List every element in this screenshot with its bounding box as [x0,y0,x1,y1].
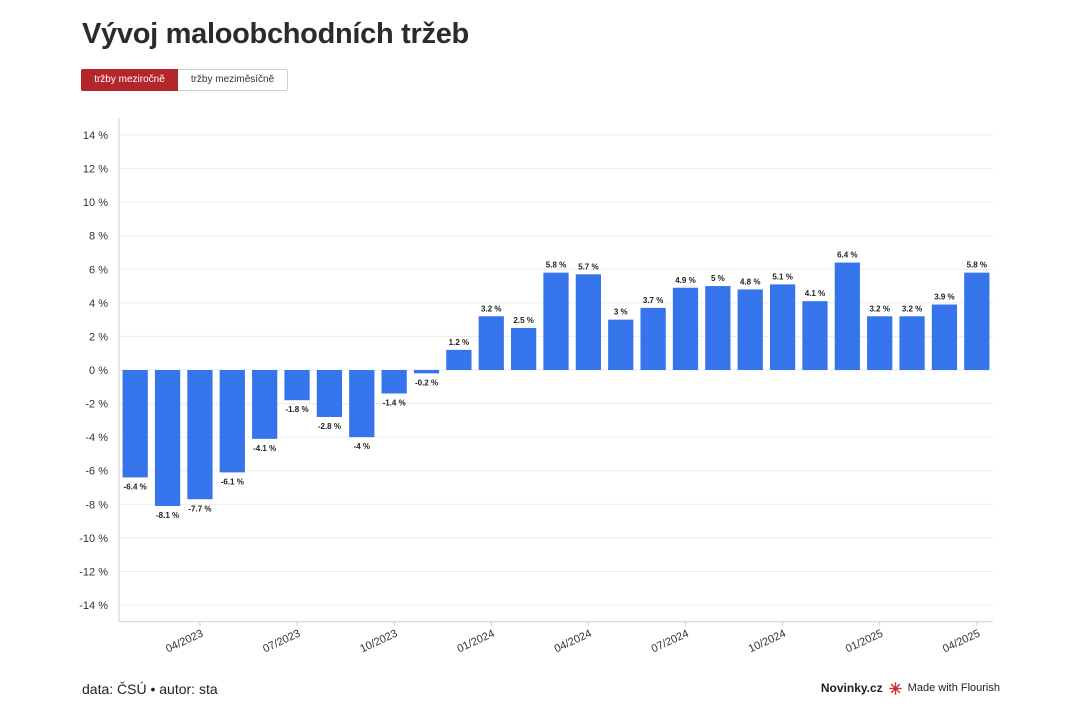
x-tick-label: 10/2024 [747,628,788,656]
x-tick-label: 04/2024 [553,628,594,656]
data-label: 4.8 % [740,277,760,286]
data-label: 5.8 % [967,261,987,270]
bar [737,289,763,370]
bar [478,316,504,370]
bar [575,274,601,370]
data-label: -8.1 % [156,511,179,520]
y-tick-label: 4 % [89,298,108,310]
toggle-yoy-button[interactable]: tržby meziročně [81,69,178,91]
bar [640,307,666,370]
bar [219,370,245,473]
y-tick-label: 0 % [89,365,108,377]
y-tick-label: 2 % [89,331,108,343]
data-label: 3.2 % [869,304,889,313]
y-tick-label: 10 % [83,197,108,209]
x-tick-label: 10/2023 [358,628,399,656]
data-label: -6.4 % [124,482,147,491]
made-with-flourish-link[interactable]: Made with Flourish [907,682,1000,694]
chart-title: Vývoj maloobchodních tržeb [82,18,469,50]
data-label: -2.8 % [318,422,341,431]
data-label: 2.5 % [513,316,533,325]
data-label: -4.1 % [253,444,276,453]
data-label: 3.7 % [643,296,663,305]
bar [349,370,375,438]
data-label: 5.1 % [772,272,792,281]
y-tick-label: 6 % [89,264,108,276]
y-tick-label: 8 % [89,231,108,243]
bar [381,370,407,394]
data-label: 4.1 % [805,289,825,298]
bar [899,316,925,370]
data-label: 5.7 % [578,262,598,271]
toggle-mom-button[interactable]: tržby meziměsíčně [178,69,288,91]
data-label: 1.2 % [449,338,469,347]
bar [672,287,699,370]
data-label: 3 % [614,308,628,317]
y-tick-label: -2 % [85,399,108,411]
x-tick-label: 04/2025 [941,628,982,656]
flourish-icon [888,681,902,695]
data-label: 6.4 % [837,251,857,260]
bar [122,370,148,478]
bar [931,304,958,370]
x-tick-label: 01/2025 [844,628,885,656]
bar [705,286,731,370]
bar [187,370,213,500]
bar [413,370,440,374]
data-label: -6.1 % [221,477,244,486]
y-tick-label: -14 % [79,600,108,612]
y-tick-label: -8 % [85,499,108,511]
bar [284,370,310,401]
bar [608,319,634,370]
bar [867,316,893,370]
y-tick-label: -10 % [79,533,108,545]
view-toggle: tržby meziročně tržby meziměsíčně [81,69,288,91]
data-label: 3.2 % [902,304,922,313]
x-tick-label: 07/2024 [650,628,691,656]
x-tick-label: 01/2024 [455,628,496,656]
bar [769,284,796,370]
data-label: 5.8 % [546,261,566,270]
data-label: -1.4 % [383,399,406,408]
y-tick-label: -4 % [85,432,108,444]
y-tick-label: 12 % [83,164,108,176]
bar [543,272,569,370]
y-tick-label: -12 % [79,566,108,578]
x-tick-label: 07/2023 [261,628,302,656]
data-label: 3.9 % [934,293,954,302]
data-label: 5 % [711,274,725,283]
bar [511,328,537,370]
footer-branding: Novinky.cz Made with Flourish [821,681,1000,695]
bar [446,349,472,370]
bar [834,262,860,370]
data-label: 3.2 % [481,304,501,313]
data-label: 4.9 % [675,276,695,285]
bar [316,370,343,417]
source-credit: data: ČSÚ • autor: sta [82,681,218,697]
data-label: -1.8 % [285,405,308,414]
data-label: -7.7 % [188,504,211,513]
y-tick-label: 14 % [83,130,108,142]
bar [802,301,828,370]
data-label: -0.2 % [415,378,438,387]
bar [964,272,990,370]
bar [154,370,181,506]
brand-logo[interactable]: Novinky.cz [820,681,883,695]
data-label: -4 % [354,442,370,451]
bar [252,370,278,439]
x-tick-label: 04/2023 [164,628,205,656]
y-tick-label: -6 % [85,466,108,478]
